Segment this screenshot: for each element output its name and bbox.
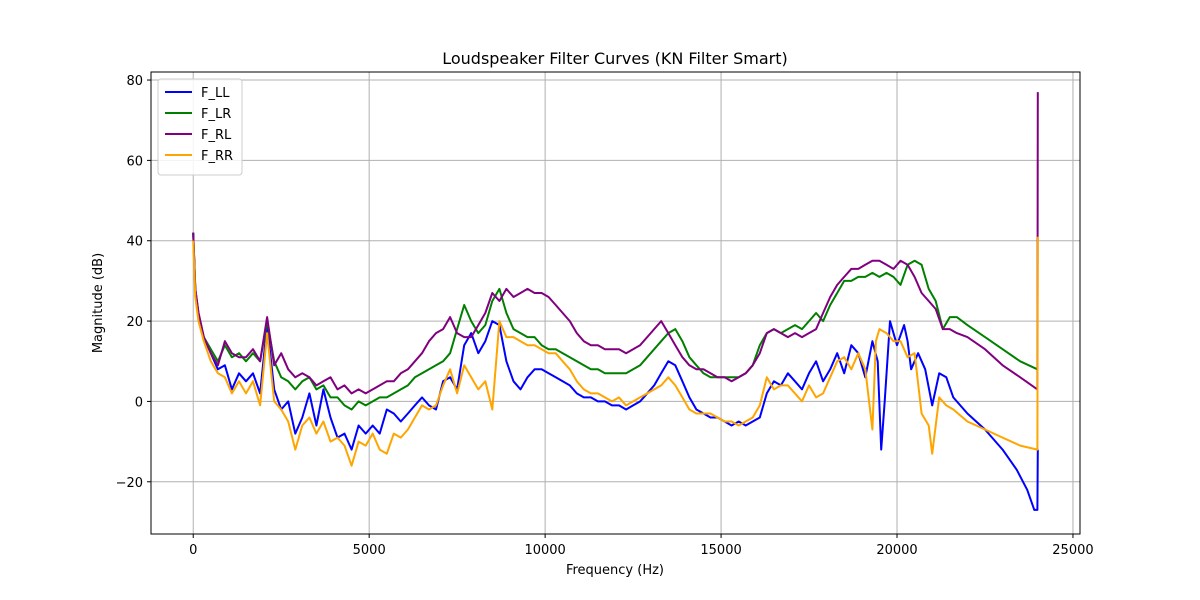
x-tick-label: 20000 — [876, 543, 917, 558]
series-line-f-ll — [192, 232, 1039, 511]
legend: F_LL F_LR F_RL F_RR — [157, 78, 243, 176]
series-line-f-lr — [192, 232, 1039, 411]
legend-label: F_LR — [201, 107, 231, 122]
x-tick-label: 0 — [189, 543, 197, 558]
y-tick-label: 20 — [126, 315, 143, 330]
legend-label: F_LL — [201, 86, 230, 101]
y-tick-label: 60 — [126, 154, 143, 169]
legend-box — [157, 78, 243, 176]
x-tick-label: 15000 — [700, 543, 741, 558]
series-lines — [192, 92, 1039, 511]
axis-ticks: 0 5000 10000 15000 20000 25000 −20 0 20 40 60 80 — [116, 74, 1094, 558]
y-tick-label: −20 — [116, 476, 143, 491]
y-tick-label: 40 — [126, 235, 143, 250]
legend-label: F_RL — [201, 128, 232, 143]
y-tick-label: 80 — [126, 74, 143, 89]
x-axis-label: Frequency (Hz) — [566, 563, 664, 578]
chart-title: Loudspeaker Filter Curves (KN Filter Sma… — [442, 49, 788, 68]
y-axis-label: Magnitude (dB) — [91, 253, 106, 353]
plot-frame — [150, 71, 1081, 535]
x-tick-label: 5000 — [353, 543, 386, 558]
series-line-f-rr — [192, 236, 1039, 467]
grid — [151, 72, 1080, 534]
x-tick-label: 10000 — [524, 543, 565, 558]
series-line-f-rl — [192, 92, 1039, 395]
y-tick-label: 0 — [135, 395, 143, 410]
x-tick-label: 25000 — [1052, 543, 1093, 558]
legend-label: F_RR — [201, 149, 233, 164]
